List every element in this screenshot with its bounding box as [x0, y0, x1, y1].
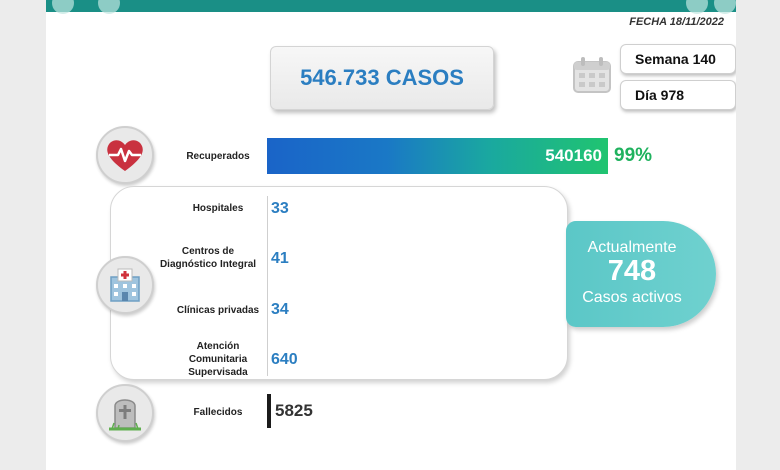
- deaths-bar: [267, 394, 271, 428]
- hospital-icon: [96, 256, 154, 314]
- deaths-label: Fallecidos: [193, 407, 243, 418]
- clinicas-label: Clínicas privadas: [176, 305, 260, 316]
- acs-value: 640: [271, 351, 298, 368]
- tombstone-icon: [96, 384, 154, 442]
- active-cases-line2: Casos activos: [582, 289, 682, 306]
- hospitales-value: 33: [271, 200, 289, 217]
- hospitalization-panel: [110, 186, 568, 380]
- header-banner: [46, 0, 736, 14]
- recovered-bar: 540160: [267, 138, 608, 174]
- recovered-label: Recuperados: [186, 151, 250, 162]
- clinicas-value: 34: [271, 301, 289, 318]
- active-cases-line1: Actualmente: [587, 239, 677, 256]
- acs-label: Atención Comunitaria Supervisada: [188, 341, 248, 378]
- virus-decoration-icon: [714, 0, 736, 14]
- active-cases-value: 748: [607, 255, 657, 287]
- day-label: Día 978: [635, 87, 685, 103]
- week-badge: Semana 140: [620, 44, 736, 74]
- virus-decoration-icon: [98, 0, 120, 14]
- report-page: FECHA 18/11/2022 546.733 CASOS Semana 14…: [46, 0, 736, 470]
- deaths-value: 5825: [275, 401, 313, 420]
- active-cases-box: Actualmente 748 Casos activos: [566, 221, 716, 327]
- recovered-percent: 99%: [614, 145, 653, 166]
- cdi-label: Centros de Diagnóstico Integral: [159, 246, 257, 270]
- week-label: Semana 140: [635, 51, 716, 67]
- hospitalization-divider: [267, 196, 268, 376]
- day-badge: Día 978: [620, 80, 736, 110]
- total-cases-box: 546.733 CASOS: [270, 46, 494, 110]
- heart-pulse-icon: [96, 126, 154, 184]
- hospitales-label: Hospitales: [192, 203, 244, 214]
- total-cases-label: 546.733 CASOS: [300, 65, 464, 90]
- cdi-value: 41: [271, 250, 289, 267]
- virus-decoration-icon: [52, 0, 74, 14]
- report-date: FECHA 18/11/2022: [629, 16, 724, 28]
- calendar-icon: [573, 57, 611, 93]
- virus-decoration-icon: [686, 0, 708, 14]
- recovered-value: 540160: [545, 146, 602, 165]
